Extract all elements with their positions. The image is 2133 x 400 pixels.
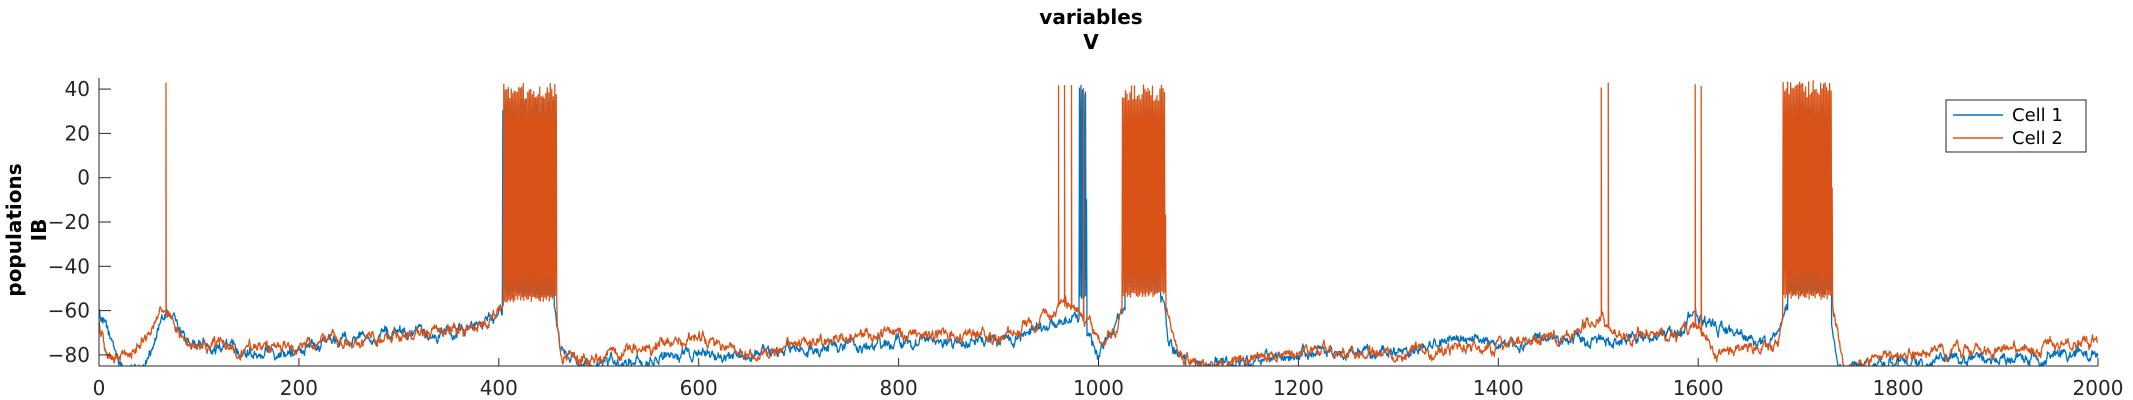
x-tick-label: 1000 <box>1073 376 1124 400</box>
y-axis-label-line2: IB <box>27 219 51 242</box>
x-tick-label: 1400 <box>1473 376 1524 400</box>
x-tick-label: 2000 <box>2073 376 2124 400</box>
x-tick-label: 0 <box>93 376 106 400</box>
y-tick-label: −20 <box>48 210 90 234</box>
x-tick-label: 1200 <box>1273 376 1324 400</box>
y-tick-label: 40 <box>65 77 90 101</box>
legend-box <box>1945 99 2087 153</box>
legend: Cell 1 Cell 2 <box>1945 99 2087 153</box>
y-tick-label: 0 <box>77 166 90 190</box>
x-tick-label: 1600 <box>1673 376 1724 400</box>
series-line-cell-2 <box>99 80 2098 366</box>
chart-title-line2: V <box>1083 30 1099 54</box>
plot-area: 0 200 400 600 800 1000 1200 1400 1600 1800 2000402… <box>48 77 2124 400</box>
y-tick-label: 20 <box>65 121 90 145</box>
y-tick-label: −60 <box>48 299 90 323</box>
chart-title-line1: variables <box>1039 5 1142 29</box>
x-tick-label: 1800 <box>1873 376 1924 400</box>
legend-label-cell-2: Cell 2 <box>2012 128 2063 149</box>
ticks-layer: 0 200 400 600 800 1000 1200 1400 1600 1800 2000402… <box>48 77 2124 400</box>
x-tick-label: 200 <box>280 376 318 400</box>
y-axis-label-line1: populations <box>2 163 26 296</box>
y-tick-label: −80 <box>48 343 90 367</box>
x-tick-label: 800 <box>880 376 918 400</box>
series-layer <box>99 80 2098 366</box>
x-tick-label: 400 <box>480 376 518 400</box>
x-tick-label: 600 <box>680 376 718 400</box>
legend-label-cell-1: Cell 1 <box>2012 105 2063 126</box>
series-line-cell-1 <box>99 84 2098 366</box>
y-tick-label: −40 <box>48 254 90 278</box>
